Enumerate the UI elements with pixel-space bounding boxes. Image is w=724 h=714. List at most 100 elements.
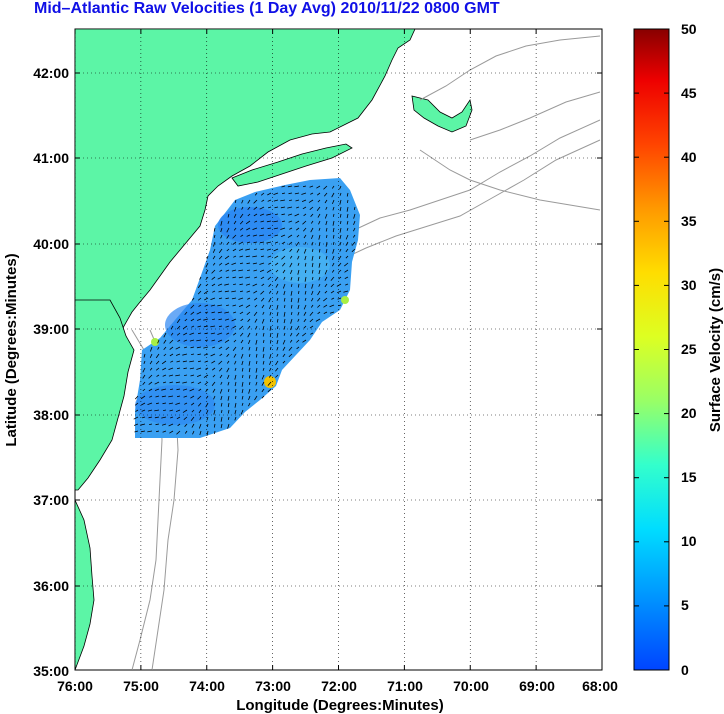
current-vector — [213, 227, 216, 232]
current-vector — [261, 374, 265, 380]
current-vector — [255, 381, 258, 386]
current-vector — [277, 325, 279, 329]
current-vector — [239, 220, 244, 225]
current-vector — [332, 206, 335, 211]
current-vector — [184, 318, 188, 322]
current-vector — [318, 248, 321, 253]
current-vector — [217, 276, 223, 280]
current-vector — [175, 346, 181, 350]
current-vector — [344, 269, 349, 273]
current-vector — [269, 325, 272, 331]
current-vector — [255, 339, 258, 345]
x-tick-label: 72:00 — [321, 678, 357, 694]
current-vector — [227, 402, 230, 408]
current-vector — [351, 241, 356, 246]
current-vector — [247, 269, 251, 271]
current-vector — [346, 213, 349, 219]
current-vector — [282, 283, 286, 289]
current-vector — [309, 311, 314, 316]
current-vector — [182, 325, 188, 330]
current-vector — [219, 269, 223, 272]
colorbar-tick-label: 40 — [681, 149, 697, 165]
current-vector — [206, 255, 209, 259]
current-vector — [261, 318, 265, 324]
x-tick-label: 73:00 — [255, 678, 291, 694]
current-vector — [331, 192, 335, 198]
current-vector — [282, 353, 286, 358]
high-velocity-spot — [264, 376, 276, 388]
current-vector — [260, 297, 265, 302]
current-vector — [259, 206, 265, 210]
current-vector — [304, 297, 307, 301]
current-vector — [309, 185, 314, 188]
current-vector — [337, 297, 342, 300]
current-vector — [196, 339, 202, 342]
current-vector — [234, 381, 237, 387]
current-vector — [253, 213, 258, 217]
current-vector — [232, 276, 237, 279]
current-vector — [302, 227, 307, 232]
current-vector — [226, 304, 230, 306]
current-vector — [339, 241, 342, 246]
current-vector — [260, 290, 265, 295]
current-vector — [155, 360, 160, 365]
current-vector — [191, 325, 195, 328]
current-vector — [297, 276, 300, 282]
current-vector — [283, 332, 286, 336]
current-vector — [324, 213, 328, 219]
current-vector — [218, 255, 223, 260]
current-vector — [240, 318, 244, 322]
current-vector — [149, 360, 153, 365]
current-vector — [191, 297, 195, 301]
current-vector — [316, 192, 321, 196]
current-vector — [168, 374, 174, 377]
colorbar — [633, 28, 670, 671]
current-vector — [219, 353, 223, 357]
current-vector — [281, 241, 286, 245]
current-vector — [280, 206, 286, 209]
current-vector — [268, 297, 272, 303]
current-vector — [175, 409, 181, 412]
current-vector — [169, 430, 174, 434]
current-vector — [213, 416, 216, 422]
current-vector — [290, 332, 293, 337]
current-vector — [283, 276, 286, 280]
current-vector — [255, 388, 258, 392]
current-vector — [183, 395, 188, 398]
current-vector — [161, 388, 167, 391]
current-vector — [347, 199, 349, 203]
map-grid — [75, 29, 602, 670]
current-vector — [297, 262, 300, 266]
current-vector — [226, 227, 230, 233]
current-vector — [259, 241, 265, 244]
current-vector — [269, 353, 272, 359]
current-vector — [340, 220, 342, 224]
current-vector — [225, 346, 230, 351]
current-vector — [297, 318, 300, 322]
x-tick-label: 70:00 — [453, 678, 489, 694]
current-vector — [211, 283, 216, 287]
current-vector — [226, 360, 230, 364]
y-tick-label: 39:00 — [33, 321, 69, 337]
current-vector — [150, 346, 153, 352]
current-vector — [346, 206, 349, 212]
current-vector — [283, 325, 286, 330]
current-vector — [315, 318, 321, 322]
current-vector — [260, 220, 265, 223]
current-vector — [224, 290, 230, 293]
current-vector — [283, 297, 286, 302]
current-vector — [325, 220, 328, 226]
current-vector — [197, 297, 202, 301]
current-vector — [233, 213, 237, 218]
current-vector — [288, 346, 293, 351]
current-vector — [220, 220, 223, 226]
current-vector — [184, 311, 188, 315]
current-vector — [190, 402, 195, 406]
current-vector — [252, 234, 258, 237]
current-vector — [133, 416, 139, 420]
current-vector — [309, 206, 314, 211]
current-vector — [304, 262, 307, 267]
current-vector — [248, 388, 251, 394]
current-vector — [170, 416, 174, 419]
